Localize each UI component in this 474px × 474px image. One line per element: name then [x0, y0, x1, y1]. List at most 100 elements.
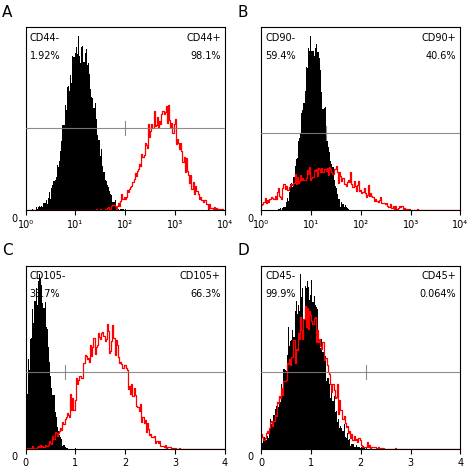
- Bar: [307, 68, 308, 210]
- Bar: [289, 192, 290, 210]
- Bar: [268, 438, 269, 449]
- Bar: [26, 380, 27, 449]
- Bar: [122, 209, 124, 210]
- Bar: [305, 285, 306, 449]
- Bar: [116, 207, 117, 210]
- Bar: [74, 54, 76, 210]
- Bar: [313, 296, 315, 449]
- Bar: [300, 274, 301, 449]
- Bar: [325, 108, 326, 210]
- Bar: [359, 447, 360, 449]
- Text: 1.92%: 1.92%: [29, 51, 60, 61]
- Bar: [320, 70, 321, 210]
- Bar: [353, 444, 354, 449]
- Bar: [36, 209, 38, 210]
- Bar: [40, 278, 41, 449]
- Bar: [36, 305, 38, 449]
- Bar: [92, 98, 93, 210]
- Bar: [30, 339, 31, 449]
- Bar: [117, 206, 118, 210]
- Bar: [324, 108, 325, 210]
- Bar: [58, 431, 59, 449]
- Bar: [293, 177, 294, 210]
- Bar: [300, 133, 301, 210]
- Bar: [71, 83, 73, 210]
- Bar: [108, 187, 109, 210]
- Bar: [290, 184, 291, 210]
- Text: 0: 0: [11, 214, 18, 224]
- Bar: [67, 448, 68, 449]
- Bar: [334, 180, 335, 210]
- Text: CD45-: CD45-: [265, 271, 295, 281]
- Bar: [308, 48, 309, 210]
- Bar: [283, 369, 284, 449]
- Bar: [317, 52, 318, 210]
- Bar: [40, 208, 41, 210]
- Text: B: B: [237, 5, 248, 20]
- Bar: [50, 199, 51, 210]
- Bar: [77, 54, 78, 210]
- Bar: [61, 141, 62, 210]
- Bar: [280, 402, 281, 449]
- Bar: [301, 113, 302, 210]
- Bar: [33, 323, 35, 449]
- Bar: [301, 297, 302, 449]
- Bar: [271, 423, 273, 449]
- Bar: [267, 436, 268, 449]
- Bar: [297, 314, 298, 449]
- Bar: [332, 167, 334, 210]
- Text: CD105+: CD105+: [180, 271, 221, 281]
- Bar: [29, 370, 30, 449]
- Bar: [339, 199, 340, 210]
- Bar: [83, 62, 84, 210]
- Bar: [321, 92, 322, 210]
- Bar: [347, 208, 348, 210]
- Bar: [67, 87, 68, 210]
- Bar: [38, 208, 39, 210]
- Bar: [50, 375, 51, 449]
- Bar: [287, 355, 288, 449]
- Bar: [58, 167, 59, 210]
- Bar: [105, 180, 106, 210]
- Bar: [109, 191, 110, 210]
- Bar: [98, 140, 99, 210]
- Bar: [312, 301, 313, 449]
- Bar: [360, 448, 361, 449]
- Bar: [354, 447, 355, 449]
- Bar: [274, 410, 276, 449]
- Bar: [341, 202, 342, 210]
- Bar: [342, 204, 344, 210]
- Bar: [310, 36, 311, 210]
- Bar: [290, 341, 291, 449]
- Bar: [60, 438, 61, 449]
- Bar: [38, 281, 39, 449]
- Bar: [46, 201, 47, 210]
- Bar: [52, 395, 54, 449]
- Bar: [262, 443, 264, 449]
- Bar: [46, 327, 47, 449]
- Bar: [320, 348, 321, 449]
- Bar: [328, 147, 329, 210]
- Bar: [340, 207, 341, 210]
- Bar: [366, 448, 367, 449]
- Bar: [54, 395, 55, 449]
- Bar: [294, 166, 296, 210]
- Bar: [103, 172, 105, 210]
- Bar: [32, 309, 33, 449]
- Bar: [89, 74, 90, 210]
- Bar: [49, 362, 50, 449]
- Bar: [278, 407, 279, 449]
- Bar: [61, 438, 62, 449]
- Bar: [363, 446, 364, 449]
- Bar: [308, 287, 309, 449]
- Bar: [310, 295, 311, 449]
- Bar: [322, 109, 324, 210]
- Bar: [35, 301, 36, 449]
- Bar: [45, 203, 46, 210]
- Bar: [51, 388, 52, 449]
- Text: 98.1%: 98.1%: [190, 51, 221, 61]
- Bar: [48, 198, 49, 210]
- Text: 0: 0: [247, 452, 253, 462]
- Bar: [76, 47, 77, 210]
- Bar: [298, 305, 299, 449]
